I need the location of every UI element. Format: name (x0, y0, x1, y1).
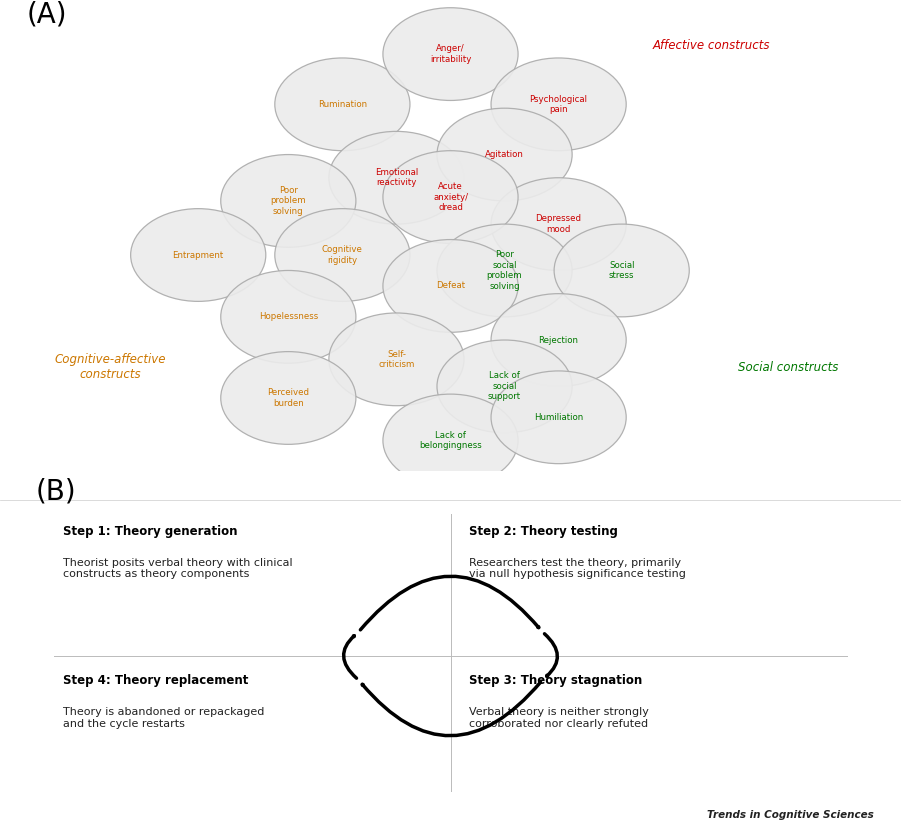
Ellipse shape (329, 131, 464, 224)
Ellipse shape (221, 155, 356, 247)
Text: Step 1: Theory generation: Step 1: Theory generation (63, 525, 238, 538)
Text: Step 4: Theory replacement: Step 4: Theory replacement (63, 674, 249, 687)
Text: Rumination: Rumination (318, 100, 367, 109)
Text: Affective constructs: Affective constructs (653, 39, 770, 51)
Ellipse shape (554, 224, 689, 317)
Text: Perceived
burden: Perceived burden (268, 389, 309, 408)
Text: Lack of
social
support: Lack of social support (488, 371, 521, 401)
Ellipse shape (383, 394, 518, 487)
Text: Depressed
mood: Depressed mood (535, 214, 582, 234)
Text: Lack of
belongingness: Lack of belongingness (419, 431, 482, 450)
Ellipse shape (221, 351, 356, 444)
Text: Verbal theory is neither strongly
corroborated nor clearly refuted: Verbal theory is neither strongly corrob… (469, 707, 649, 729)
Text: (A): (A) (27, 0, 68, 28)
Text: Emotional
reactivity: Emotional reactivity (375, 168, 418, 188)
Text: Hopelessness: Hopelessness (259, 313, 318, 322)
Text: Cognitive-affective
constructs: Cognitive-affective constructs (54, 353, 166, 381)
Ellipse shape (491, 58, 626, 151)
Ellipse shape (329, 313, 464, 406)
Ellipse shape (437, 224, 572, 317)
FancyArrowPatch shape (360, 576, 539, 630)
Text: Acute
anxiety/
dread: Acute anxiety/ dread (433, 182, 468, 212)
Ellipse shape (131, 208, 266, 301)
FancyArrowPatch shape (343, 636, 357, 678)
Ellipse shape (275, 208, 410, 301)
Ellipse shape (221, 270, 356, 363)
Ellipse shape (383, 240, 518, 332)
Ellipse shape (383, 7, 518, 100)
Text: Step 2: Theory testing: Step 2: Theory testing (469, 525, 617, 538)
Text: Step 3: Theory stagnation: Step 3: Theory stagnation (469, 674, 642, 687)
Text: Anger/
irritability: Anger/ irritability (430, 45, 471, 64)
Text: Trends in Cognitive Sciences: Trends in Cognitive Sciences (707, 810, 874, 820)
Text: Agitation: Agitation (485, 150, 524, 159)
Ellipse shape (491, 178, 626, 270)
Text: Self-
criticism: Self- criticism (378, 350, 414, 369)
FancyArrowPatch shape (362, 682, 541, 736)
Ellipse shape (383, 151, 518, 243)
Text: Poor
problem
solving: Poor problem solving (270, 186, 306, 216)
Text: Defeat: Defeat (436, 281, 465, 290)
Text: Poor
social
problem
solving: Poor social problem solving (487, 251, 523, 290)
Text: Researchers test the theory, primarily
via null hypothesis significance testing: Researchers test the theory, primarily v… (469, 557, 686, 580)
Text: Cognitive
rigidity: Cognitive rigidity (322, 246, 363, 265)
Text: Rejection: Rejection (539, 336, 578, 345)
Text: Psychological
pain: Psychological pain (530, 94, 587, 114)
Text: Theorist posits verbal theory with clinical
constructs as theory components: Theorist posits verbal theory with clini… (63, 557, 293, 580)
Ellipse shape (491, 371, 626, 464)
Ellipse shape (437, 340, 572, 433)
Text: Theory is abandoned or repackaged
and the cycle restarts: Theory is abandoned or repackaged and th… (63, 707, 265, 729)
FancyArrowPatch shape (544, 633, 558, 676)
Text: Social constructs: Social constructs (738, 361, 838, 374)
Text: (B): (B) (36, 478, 77, 505)
Text: Social
stress: Social stress (609, 261, 634, 280)
Ellipse shape (275, 58, 410, 151)
Ellipse shape (437, 108, 572, 201)
Text: Humiliation: Humiliation (534, 413, 583, 422)
Text: Entrapment: Entrapment (173, 251, 223, 260)
Ellipse shape (491, 294, 626, 386)
